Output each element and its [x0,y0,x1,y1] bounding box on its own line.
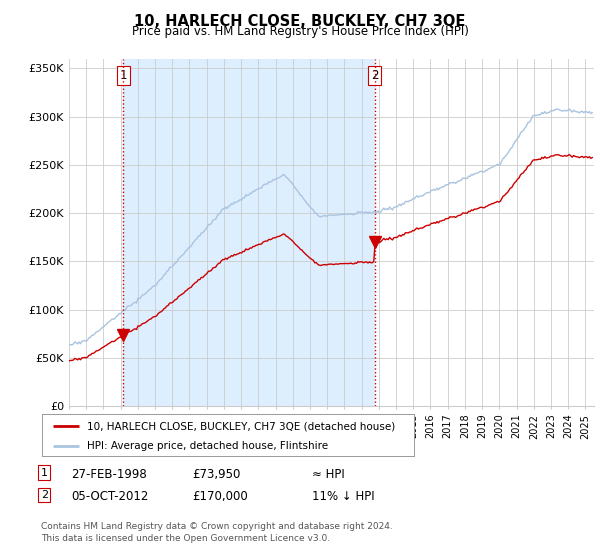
Text: 2: 2 [41,490,48,500]
Text: £170,000: £170,000 [192,490,248,503]
Text: 05-OCT-2012: 05-OCT-2012 [71,490,148,503]
Text: Price paid vs. HM Land Registry's House Price Index (HPI): Price paid vs. HM Land Registry's House … [131,25,469,38]
Text: 1: 1 [119,69,127,82]
Text: 27-FEB-1998: 27-FEB-1998 [71,468,146,480]
Text: ≈ HPI: ≈ HPI [312,468,345,480]
Text: 10, HARLECH CLOSE, BUCKLEY, CH7 3QE: 10, HARLECH CLOSE, BUCKLEY, CH7 3QE [134,14,466,29]
Text: 1: 1 [41,468,48,478]
Text: 11% ↓ HPI: 11% ↓ HPI [312,490,374,503]
Text: £73,950: £73,950 [192,468,241,480]
Text: HPI: Average price, detached house, Flintshire: HPI: Average price, detached house, Flin… [86,441,328,451]
Text: 10, HARLECH CLOSE, BUCKLEY, CH7 3QE (detached house): 10, HARLECH CLOSE, BUCKLEY, CH7 3QE (det… [86,421,395,431]
Text: 2: 2 [371,69,379,82]
Text: Contains HM Land Registry data © Crown copyright and database right 2024.
This d: Contains HM Land Registry data © Crown c… [41,522,392,543]
Bar [123,59,375,406]
